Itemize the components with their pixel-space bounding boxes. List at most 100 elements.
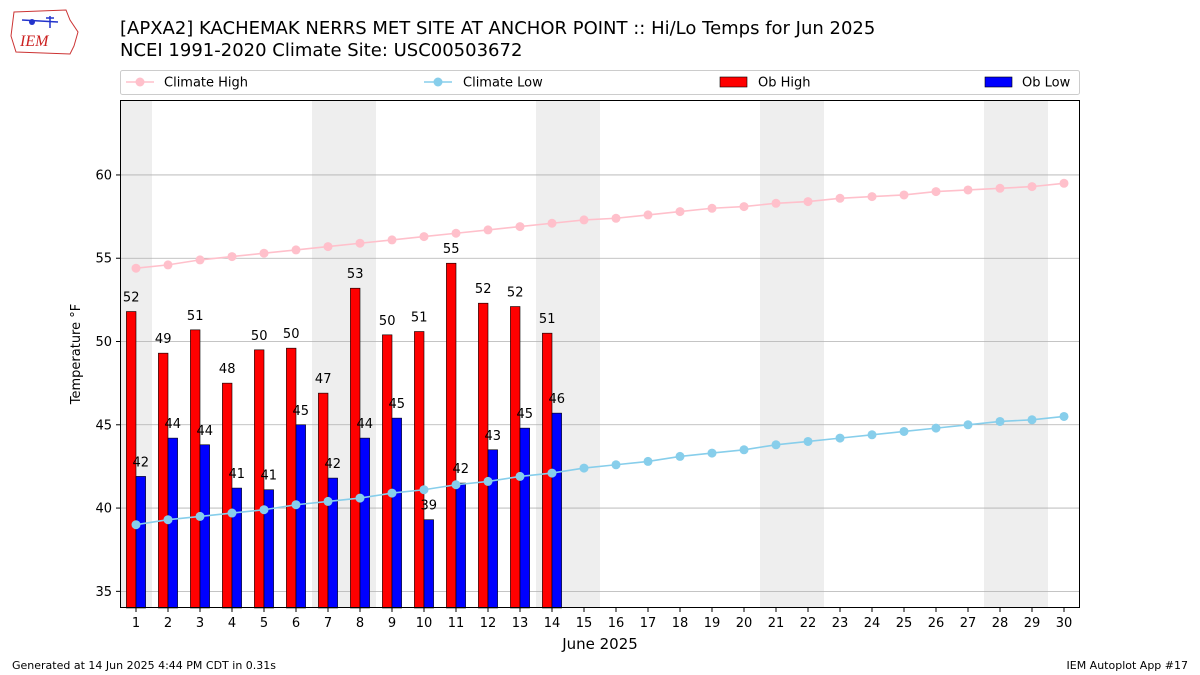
legend-ob-low-label: Ob Low [1022, 76, 1071, 91]
climate-low-point [163, 515, 173, 525]
ob-high-bar [350, 287, 361, 609]
climate-high-point [291, 245, 301, 255]
climate-high-point [227, 252, 237, 262]
climate-high-point [771, 198, 781, 208]
ob-low-bar [519, 427, 530, 609]
x-axis-label: June 2025 [561, 635, 638, 653]
ob-low-label: 44 [197, 424, 214, 439]
ob-high-bar [414, 331, 425, 609]
x-tick-label: 4 [228, 616, 236, 631]
legend-ob-high-label: Ob High [758, 76, 811, 91]
ob-low-bar [423, 519, 434, 609]
x-tick-label: 9 [388, 616, 396, 631]
climate-low-point [867, 430, 877, 440]
ob-high-bar [382, 334, 393, 609]
x-tick-label: 23 [832, 616, 849, 631]
ob-high-label: 50 [379, 314, 396, 329]
ob-low-label: 45 [293, 404, 310, 419]
ob-low-bar [391, 417, 402, 609]
ob-high-bar [158, 352, 169, 609]
climate-low-point [323, 496, 333, 506]
climate-high-point [387, 235, 397, 245]
climate-high-point [1027, 182, 1037, 192]
climate-high-point [483, 225, 493, 235]
ob-low-bar [295, 424, 306, 609]
x-tick-label: 27 [960, 616, 977, 631]
climate-high-point [643, 210, 653, 220]
y-tick-label: 40 [95, 502, 112, 517]
climate-high-point [675, 207, 685, 217]
climate-high-point [995, 183, 1005, 193]
ob-low-label: 41 [261, 469, 278, 484]
x-tick-label: 12 [480, 616, 497, 631]
x-tick-label: 10 [416, 616, 433, 631]
ob-low-label: 42 [325, 457, 342, 472]
y-axis-label: Temperature °F [69, 304, 84, 405]
climate-low-point [227, 508, 237, 518]
climate-low-point [291, 500, 301, 510]
climate-low-point [675, 451, 685, 461]
climate-low-point [931, 423, 941, 433]
ob-low-label: 43 [485, 429, 502, 444]
weekend-band [792, 100, 824, 608]
climate-low-point [643, 456, 653, 466]
ob-high-label: 51 [539, 312, 556, 327]
climate-high-point [1059, 178, 1069, 188]
y-tick-label: 45 [95, 418, 112, 433]
ob-high-label: 52 [475, 282, 492, 297]
ob-low-bar [359, 437, 370, 609]
x-tick-label: 25 [896, 616, 913, 631]
ob-high-label: 48 [219, 362, 236, 377]
ob-high-label: 49 [155, 332, 172, 347]
climate-high-point [707, 203, 717, 213]
climate-high-point [131, 263, 141, 273]
x-tick-label: 16 [608, 616, 625, 631]
climate-low-point [995, 416, 1005, 426]
climate-low-point [771, 440, 781, 450]
ob-high-label: 51 [187, 309, 204, 324]
ob-high-bar [190, 329, 201, 609]
climate-high-point [611, 213, 621, 223]
climate-high-point [323, 242, 333, 252]
logo-text: IEM [19, 33, 50, 50]
climate-high-point [547, 218, 557, 228]
climate-high-point [899, 190, 909, 200]
plot-frame [120, 100, 1080, 608]
climate-high-point [163, 260, 173, 270]
chart-subtitle: NCEI 1991-2020 Climate Site: USC00503672 [120, 40, 523, 61]
ob-high-label: 50 [283, 327, 300, 342]
climate-high-point [451, 228, 461, 238]
climate-high-point [419, 232, 429, 242]
x-tick-label: 14 [544, 616, 561, 631]
climate-low-point [579, 463, 589, 473]
ob-high-label: 55 [443, 242, 460, 257]
climate-high-point [963, 185, 973, 195]
ob-low-label: 44 [357, 417, 374, 432]
generated-note: Generated at 14 Jun 2025 4:44 PM CDT in … [12, 659, 277, 672]
ob-low-label: 45 [517, 407, 534, 422]
ob-low-label: 46 [549, 392, 566, 407]
climate-low-point [259, 505, 269, 515]
legend: Climate High Climate Low Ob High Ob Low [120, 70, 1080, 95]
weekend-band [568, 100, 600, 608]
ob-low-label: 45 [389, 397, 406, 412]
y-tick-label: 35 [95, 585, 112, 600]
x-tick-label: 2 [164, 616, 172, 631]
weekend-band [1016, 100, 1048, 608]
weekend-band [760, 100, 792, 608]
climate-low-point [355, 493, 365, 503]
y-tick-label: 50 [95, 335, 112, 350]
y-tick-label: 55 [95, 252, 112, 267]
climate-high-point [931, 187, 941, 197]
climate-low-point [131, 520, 141, 530]
climate-low-point [1027, 415, 1037, 425]
x-tick-label: 1 [132, 616, 140, 631]
x-tick-label: 11 [448, 616, 465, 631]
ob-high-label: 52 [123, 291, 140, 306]
weekend-band [984, 100, 1016, 608]
ob-high-bar [446, 262, 457, 609]
climate-high-point [355, 238, 365, 248]
legend-box [120, 70, 1080, 95]
x-tick-label: 5 [260, 616, 268, 631]
